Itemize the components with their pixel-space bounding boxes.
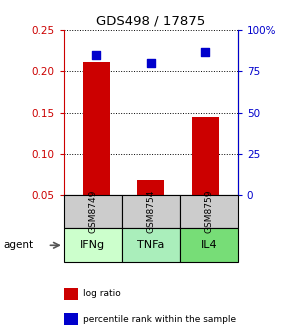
Text: IL4: IL4 [200, 240, 217, 250]
Text: IFNg: IFNg [80, 240, 105, 250]
Text: GSM8754: GSM8754 [146, 190, 155, 234]
Point [94, 52, 99, 58]
Text: GSM8749: GSM8749 [88, 190, 97, 234]
Text: GSM8759: GSM8759 [204, 190, 213, 234]
Bar [64, 288, 78, 300]
Text: TNFa: TNFa [137, 240, 164, 250]
Bar [192, 117, 219, 236]
Point [148, 60, 153, 66]
Title: GDS498 / 17875: GDS498 / 17875 [96, 15, 205, 28]
Bar [122, 228, 180, 262]
Bar [122, 195, 180, 228]
Text: agent: agent [3, 240, 33, 250]
Bar [180, 195, 238, 228]
Bar [83, 61, 110, 236]
Bar [64, 195, 122, 228]
Bar [137, 180, 164, 236]
Bar [64, 313, 78, 325]
Bar [64, 228, 122, 262]
Point [203, 49, 207, 54]
Text: percentile rank within the sample: percentile rank within the sample [83, 315, 236, 324]
Text: log ratio: log ratio [83, 290, 121, 298]
Bar [180, 228, 238, 262]
